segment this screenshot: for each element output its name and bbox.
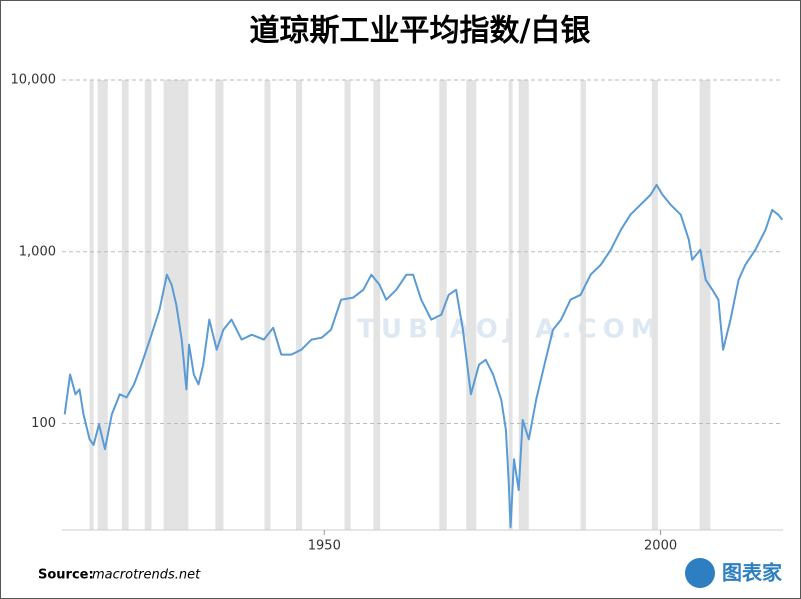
y-tick-label: 100	[31, 416, 56, 431]
recession-band	[97, 80, 108, 530]
recession-band	[144, 80, 152, 530]
recession-band	[121, 80, 129, 530]
recession-band	[215, 80, 224, 530]
recession-band	[89, 80, 94, 530]
x-tick-label: 1950	[308, 539, 341, 554]
recession-band	[518, 80, 529, 530]
y-tick-label: 10,000	[11, 73, 57, 88]
watermark: TUBIAOJIA.COM	[357, 315, 662, 345]
recession-band	[296, 80, 303, 530]
logo: 图表家	[722, 561, 783, 585]
source-label: Source:	[38, 568, 94, 583]
logo-icon	[685, 558, 715, 588]
x-tick-label: 2000	[644, 539, 677, 554]
recession-band	[439, 80, 447, 530]
recession-band	[466, 80, 477, 530]
plot-area: 100 1,000 10,000 1950 2000	[11, 73, 784, 554]
recession-band	[580, 80, 586, 530]
chart-title: 道琼斯工业平均指数/白银	[250, 14, 591, 49]
recession-band	[508, 80, 513, 530]
recession-band	[651, 80, 658, 530]
recession-band	[264, 80, 271, 530]
recession-band	[373, 80, 381, 530]
y-tick-label: 1,000	[19, 244, 56, 259]
source: macrotrends.net	[92, 568, 201, 583]
recession-band	[699, 80, 711, 530]
recession-band	[344, 80, 351, 530]
line-series	[63, 183, 784, 528]
